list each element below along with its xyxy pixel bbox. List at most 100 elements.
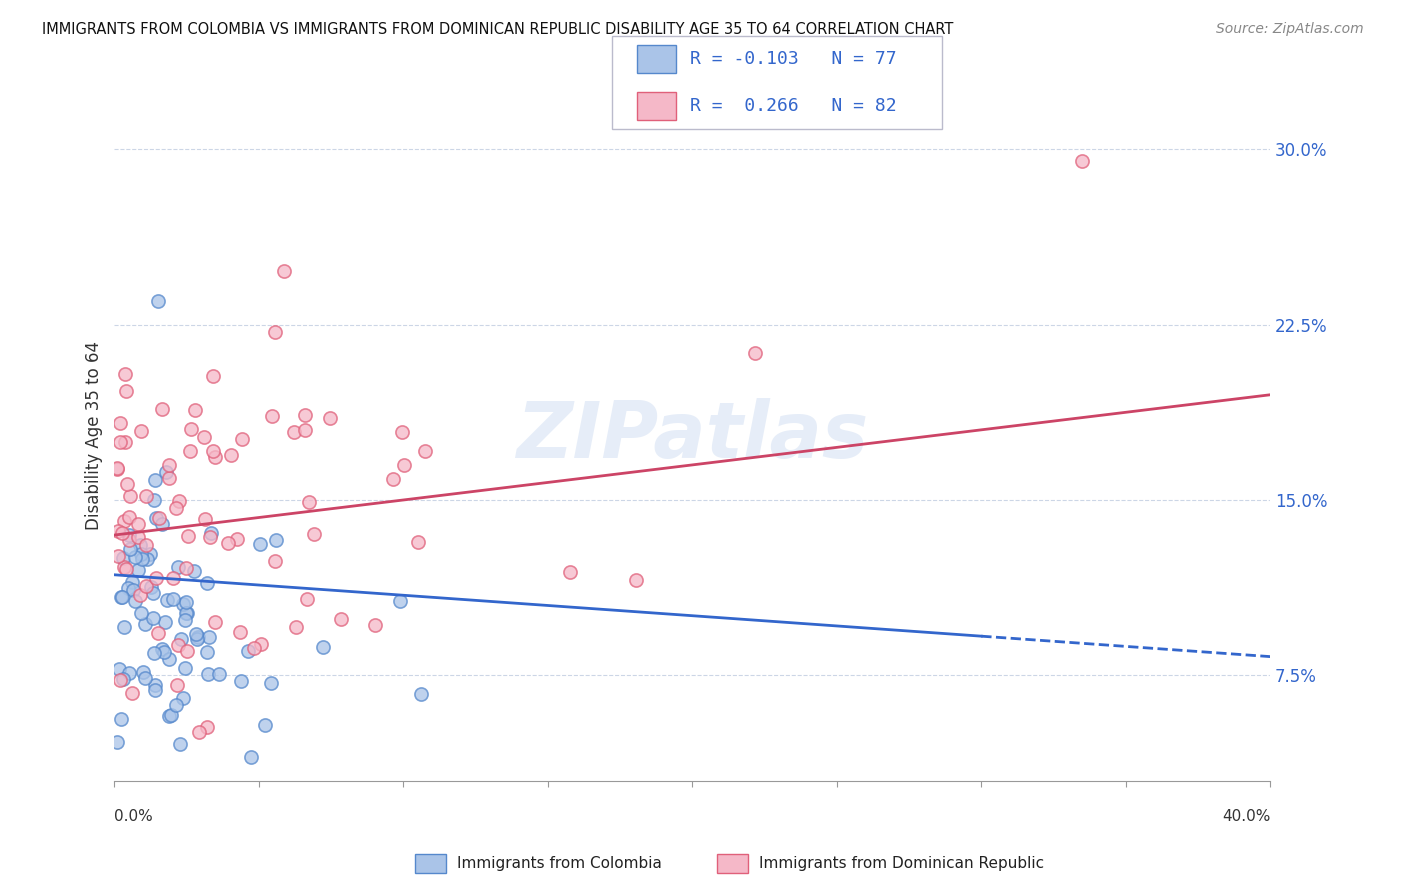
Y-axis label: Disability Age 35 to 64: Disability Age 35 to 64: [86, 341, 103, 530]
Point: [107, 524, 129, 538]
Text: 40.0%: 40.0%: [1222, 808, 1270, 823]
Point: [122, 583, 145, 598]
Point: [108, 673, 131, 687]
Point: [170, 632, 193, 647]
Point: [112, 619, 135, 633]
Point: [124, 593, 146, 607]
Point: [110, 590, 132, 604]
Point: [162, 591, 184, 606]
Point: [114, 367, 136, 381]
Point: [381, 472, 404, 486]
Point: [176, 561, 198, 575]
Point: [186, 632, 208, 646]
Point: [110, 416, 132, 430]
Point: [195, 645, 218, 659]
Point: [117, 581, 139, 595]
Point: [225, 533, 247, 547]
Point: [127, 530, 149, 544]
Point: [150, 516, 173, 531]
Point: [121, 686, 143, 700]
Point: [142, 611, 165, 625]
Point: [107, 549, 129, 564]
Point: [150, 642, 173, 657]
Point: [120, 489, 142, 503]
Point: [176, 606, 198, 620]
Text: 0.0%: 0.0%: [114, 808, 153, 823]
Point: [253, 718, 276, 732]
Point: [152, 645, 174, 659]
Point: [148, 510, 170, 524]
Text: Source: ZipAtlas.com: Source: ZipAtlas.com: [1216, 22, 1364, 37]
Point: [135, 579, 157, 593]
Point: [200, 525, 222, 540]
Point: [118, 528, 141, 542]
Point: [111, 526, 134, 541]
Point: [129, 606, 152, 620]
Point: [197, 667, 219, 681]
Point: [302, 526, 325, 541]
Point: [146, 294, 169, 309]
Point: [112, 551, 135, 566]
Point: [145, 571, 167, 585]
Point: [219, 448, 242, 462]
Point: [135, 489, 157, 503]
Point: [142, 586, 165, 600]
Point: [744, 346, 766, 360]
Point: [167, 560, 190, 574]
Point: [194, 512, 217, 526]
Point: [105, 461, 128, 475]
Point: [112, 560, 135, 574]
Point: [131, 551, 153, 566]
Point: [558, 566, 581, 580]
Text: R = -0.103   N = 77: R = -0.103 N = 77: [690, 50, 897, 68]
Point: [143, 493, 166, 508]
Point: [150, 401, 173, 416]
Point: [624, 573, 647, 587]
Point: [114, 434, 136, 449]
Point: [187, 631, 209, 645]
Point: [174, 613, 197, 627]
Point: [143, 682, 166, 697]
Point: [172, 690, 194, 705]
Point: [167, 494, 190, 508]
Point: [146, 626, 169, 640]
Point: [242, 641, 264, 656]
Point: [392, 458, 415, 472]
Point: [157, 458, 180, 472]
Point: [167, 638, 190, 652]
Point: [285, 620, 308, 634]
Point: [312, 640, 335, 655]
Point: [156, 593, 179, 607]
Point: [143, 474, 166, 488]
Point: [134, 617, 156, 632]
Point: [159, 471, 181, 485]
Point: [195, 575, 218, 590]
Point: [157, 709, 180, 723]
Point: [177, 529, 200, 543]
Point: [145, 510, 167, 524]
Point: [165, 698, 187, 712]
Point: [165, 500, 187, 515]
Point: [262, 409, 284, 424]
Point: [319, 411, 342, 425]
Point: [264, 554, 287, 568]
Point: [110, 712, 132, 726]
Point: [162, 571, 184, 585]
Text: ZIPatlas: ZIPatlas: [516, 398, 869, 474]
Point: [409, 686, 432, 700]
Point: [155, 465, 177, 479]
Point: [115, 384, 138, 399]
Point: [121, 574, 143, 589]
Point: [298, 495, 321, 509]
Point: [105, 735, 128, 749]
Point: [1071, 153, 1094, 168]
Point: [184, 627, 207, 641]
Point: [198, 529, 221, 543]
Point: [388, 594, 411, 608]
Text: Immigrants from Dominican Republic: Immigrants from Dominican Republic: [759, 856, 1045, 871]
Point: [129, 588, 152, 602]
Point: [364, 617, 387, 632]
Point: [294, 408, 316, 422]
Point: [195, 720, 218, 734]
Point: [112, 514, 135, 528]
